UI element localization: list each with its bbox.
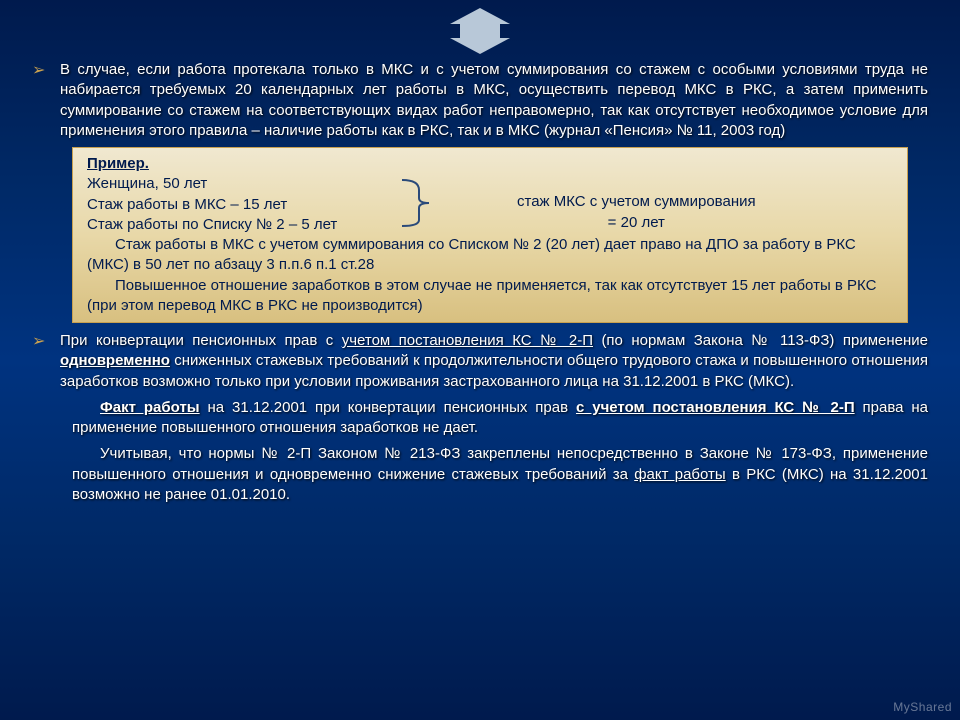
example-line-2: Стаж работы в МКС – 15 лет	[87, 195, 893, 215]
example-line-1: Женщина, 50 лет	[87, 174, 893, 194]
paragraph-3: Учитывая, что нормы № 2-П Законом № 213-…	[32, 444, 928, 505]
example-conclusion-2: Повышенное отношение заработков в этом с…	[87, 276, 893, 317]
example-line-3: Стаж работы по Списку № 2 – 5 лет	[87, 215, 893, 235]
example-body: Женщина, 50 лет Стаж работы в МКС – 15 л…	[87, 174, 893, 235]
decorative-arrow-icon	[450, 8, 510, 54]
curly-brace-icon	[397, 176, 457, 230]
bullet-1-text: В случае, если работа протекала только в…	[60, 60, 928, 141]
bullet-marker-icon: ➢	[32, 60, 60, 141]
example-conclusion-1: Стаж работы в МКС с учетом суммирования …	[87, 235, 893, 276]
bullet-1: ➢ В случае, если работа протекала только…	[32, 60, 928, 141]
watermark: MyShared	[893, 700, 952, 714]
example-right-1: стаж МКС с учетом суммирования	[517, 192, 756, 212]
example-right-col: стаж МКС с учетом суммирования = 20 лет	[517, 192, 756, 233]
paragraph-2: Факт работы на 31.12.2001 при конвертаци…	[32, 398, 928, 439]
example-box: Пример. Женщина, 50 лет Стаж работы в МК…	[72, 147, 908, 323]
example-title: Пример.	[87, 154, 893, 174]
bullet-marker-icon: ➢	[32, 331, 60, 392]
slide-content: ➢ В случае, если работа протекала только…	[0, 0, 960, 505]
bullet-2: ➢ При конвертации пенсионных прав с учет…	[32, 331, 928, 392]
example-right-2: = 20 лет	[517, 213, 756, 233]
bullet-2-text: При конвертации пенсионных прав с учетом…	[60, 331, 928, 392]
